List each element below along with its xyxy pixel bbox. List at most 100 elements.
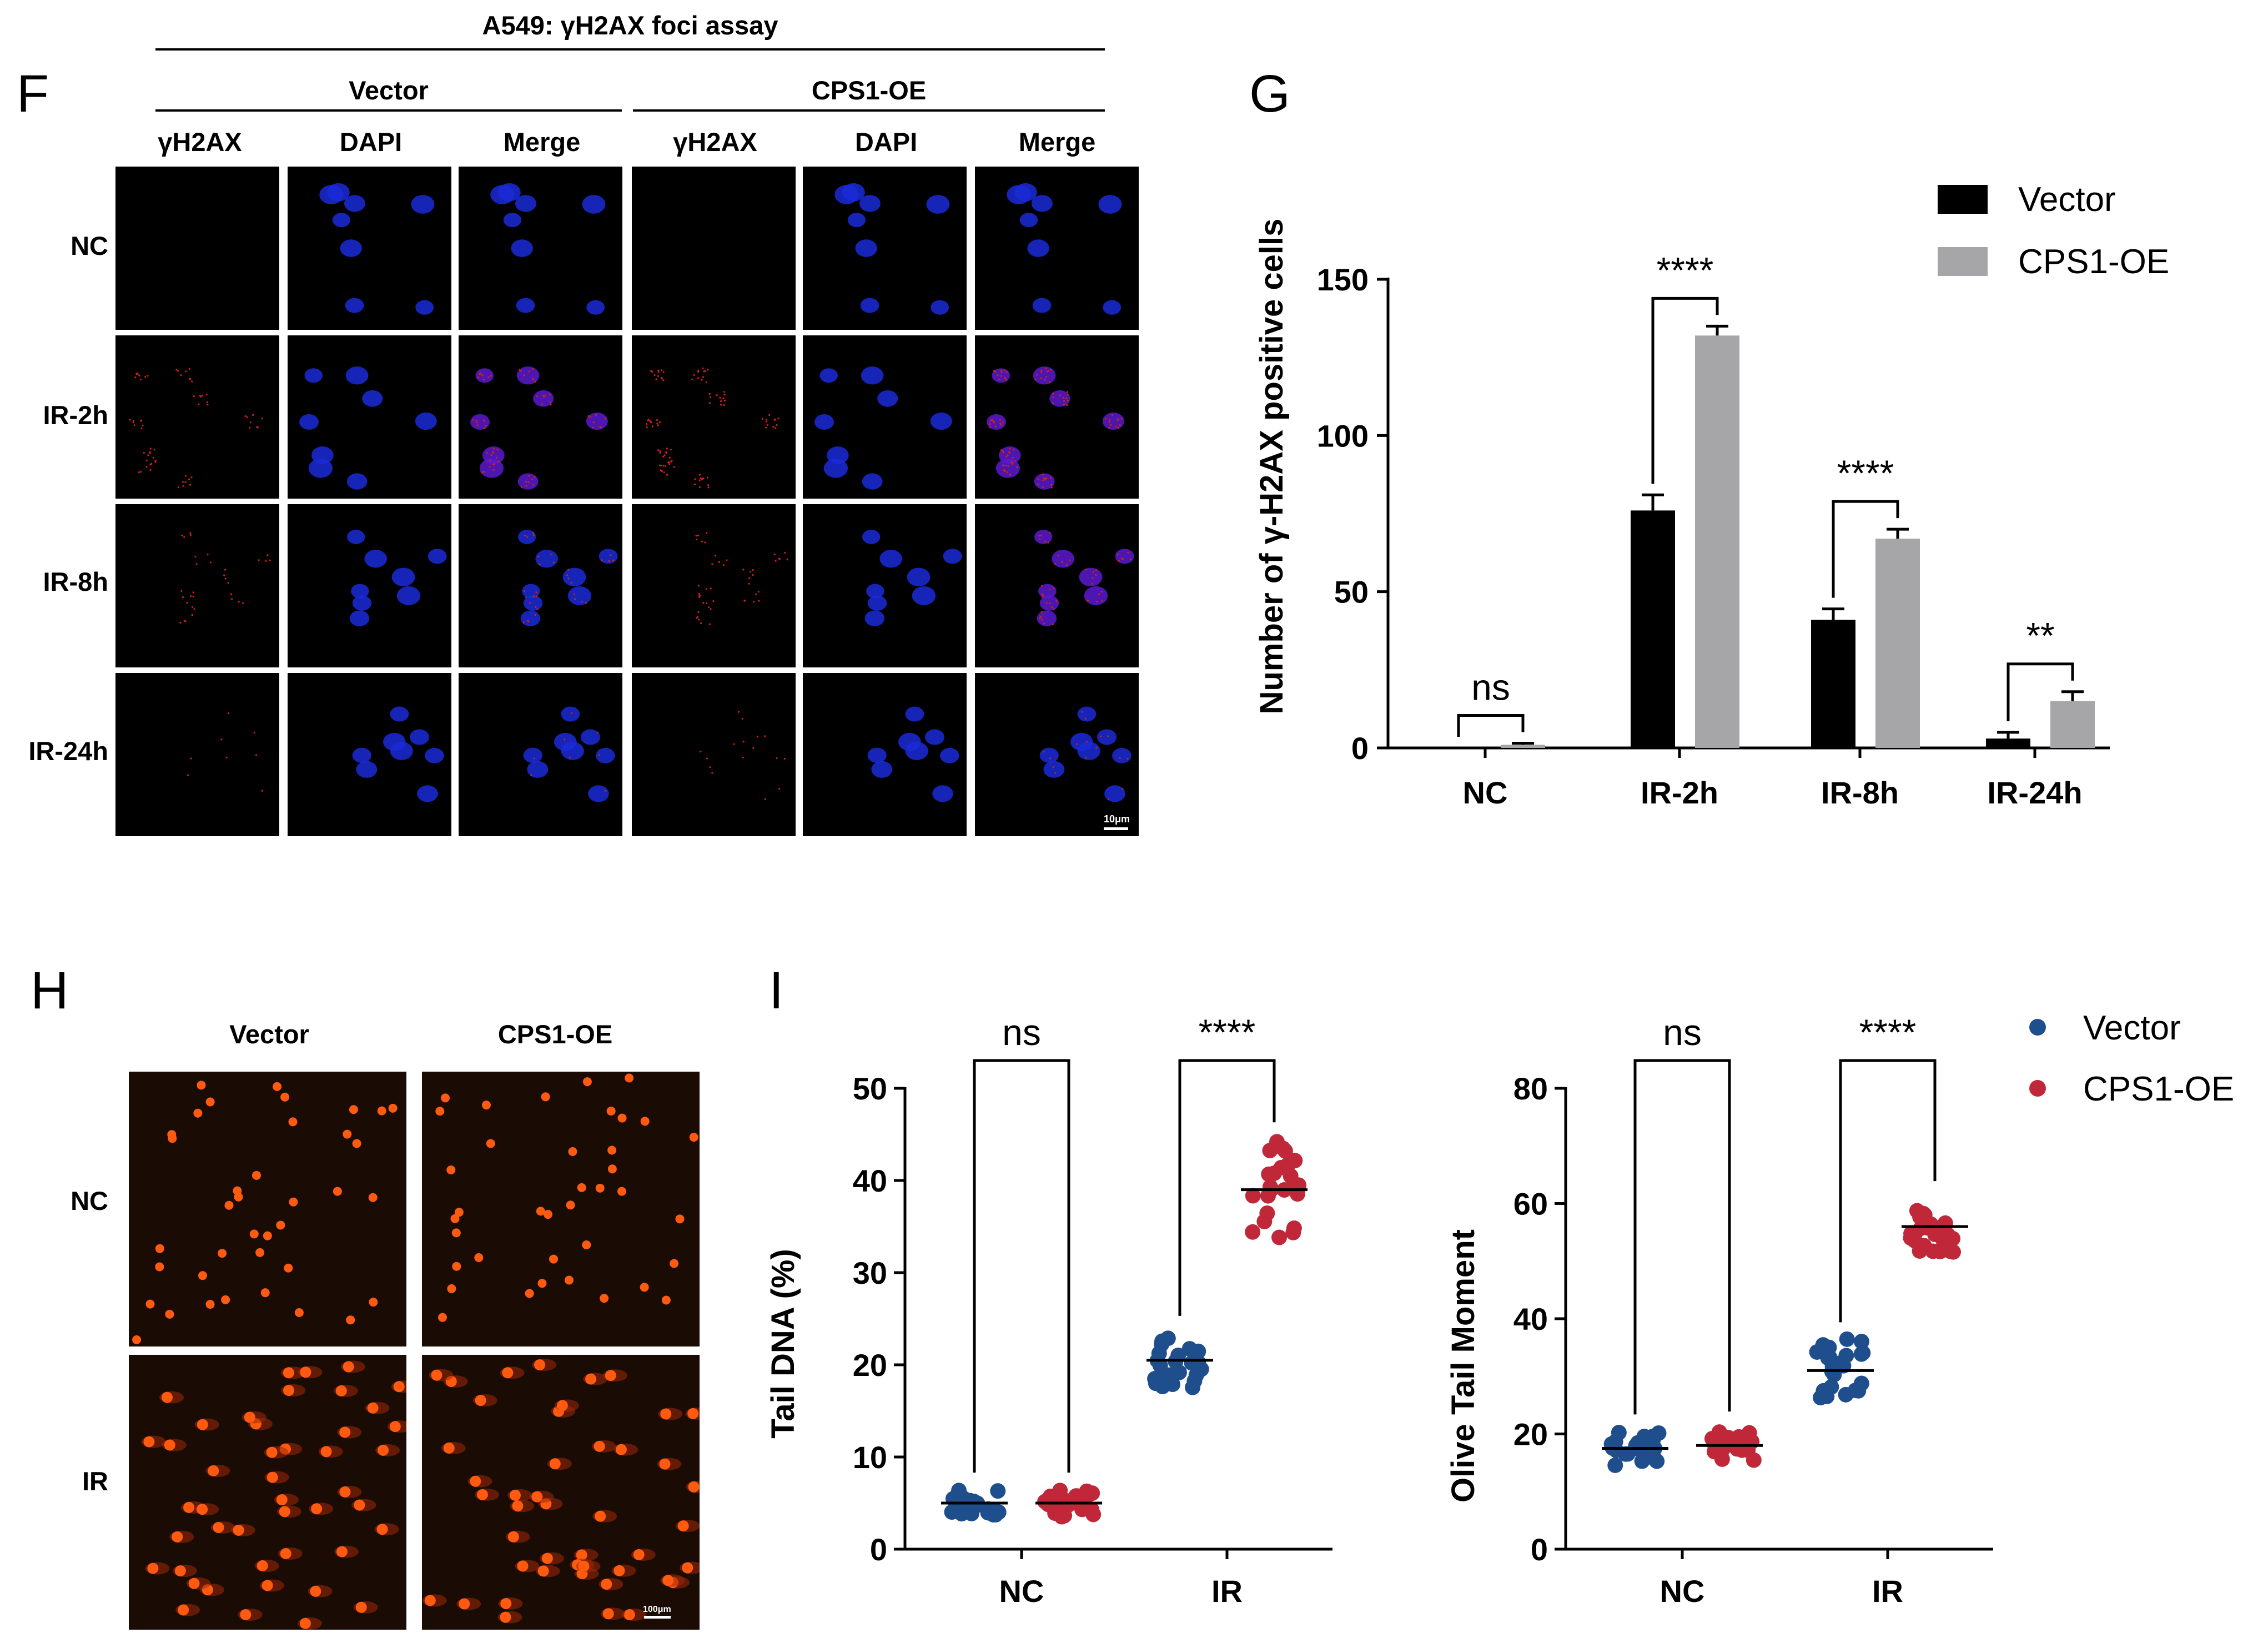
g-bar: [1501, 745, 1545, 748]
i-tick-label: 20: [853, 1348, 887, 1383]
i-data-point: [1853, 1375, 1869, 1391]
comet-col-label-cps1: CPS1-OE: [497, 1019, 613, 1049]
comet-image: [129, 1072, 406, 1346]
g-tick-label: 100: [1317, 418, 1369, 453]
channel-label-dapi-1: DAPI: [339, 127, 403, 157]
i-data-point: [1261, 1166, 1277, 1182]
i-data-point: [1161, 1367, 1178, 1383]
micrograph-tile: [975, 335, 1139, 499]
g-category-label: IR-8h: [1821, 775, 1899, 810]
i-right-y-axis-label: Olive Tail Moment: [1445, 1229, 1481, 1503]
i-legend-label-cps1: CPS1-OE: [2083, 1070, 2234, 1108]
g-significance-label: ns: [1471, 667, 1510, 708]
channel-label-merge-1: Merge: [503, 127, 581, 157]
i-data-point: [1630, 1435, 1646, 1451]
i-data-point: [1245, 1188, 1261, 1204]
channel-label-dapi-2: DAPI: [854, 127, 918, 157]
g-significance-bracket: [1651, 297, 1719, 484]
scale-bar-label-h: 100μm: [643, 1605, 671, 1614]
micrograph-tile: [288, 504, 451, 667]
i-data-point: [1934, 1225, 1950, 1241]
i-data-point: [1054, 1509, 1070, 1525]
comet-row-label-nc: NC: [71, 1186, 108, 1215]
title-rule: [155, 48, 1105, 51]
foci-assay-title: A549: γH2AX foci assay: [482, 11, 778, 40]
g-bar: [1631, 510, 1675, 748]
micrograph-tile: [803, 167, 967, 330]
row-label-nc: NC: [71, 231, 108, 260]
g-bars: NC ns IR-2h **** IR-8h **** IR-24h **: [1447, 249, 2095, 810]
i-data-point: [1147, 1371, 1163, 1387]
i-significance-label: ns: [1002, 1012, 1041, 1053]
panel-i-scatter-charts: Tail DNA (%) Olive Tail Moment 0 10 20 30 40…: [765, 1009, 2234, 1609]
i-data-point: [1286, 1220, 1302, 1236]
micrograph-tile: [803, 335, 967, 499]
i-tick-label: 50: [853, 1071, 887, 1106]
i-significance-bracket: [1178, 1059, 1276, 1316]
panel-letter-g: G: [1249, 64, 1290, 123]
comet-image: [422, 1072, 700, 1346]
scale-bar-h: [644, 1616, 671, 1619]
legend-label-vector: Vector: [2018, 180, 2116, 219]
i-data-point: [1912, 1243, 1928, 1259]
i-category-label: IR: [1211, 1574, 1243, 1609]
i-significance-label: ****: [1859, 1012, 1917, 1053]
i-data-point: [1193, 1361, 1209, 1377]
micrograph-tile: [803, 673, 967, 836]
g-y-axis-label: Number of γ-H2AX positive cells: [1254, 219, 1290, 715]
micrograph-tile: [115, 335, 279, 499]
i-data-point: [1085, 1506, 1102, 1523]
micrograph-tile: [115, 504, 279, 667]
i-right-plot: 0 20 40 60 80 NC ns IR ****: [1513, 1012, 1993, 1609]
panel-letter-i: I: [769, 961, 784, 1020]
i-tick-label: 60: [1513, 1187, 1548, 1222]
g-category-label: IR-24h: [1987, 775, 2082, 810]
i-tick-label: 10: [853, 1440, 887, 1475]
row-label-ir-8h: IR-8h: [43, 567, 109, 596]
i-data-point: [1942, 1243, 1958, 1259]
g-significance-label: ****: [1657, 249, 1714, 290]
i-data-point: [1151, 1345, 1167, 1361]
scale-bar-label-f: 10μm: [1104, 813, 1130, 825]
i-tick-label: 80: [1513, 1071, 1548, 1106]
g-tick-label: 150: [1317, 262, 1369, 297]
i-data-point: [1271, 1229, 1288, 1245]
legend-label-cps1: CPS1-OE: [2018, 243, 2169, 281]
i-data-point: [985, 1503, 1002, 1519]
panel-letter-f: F: [17, 64, 49, 123]
micrograph-tile: [459, 504, 622, 667]
micrograph-tile: [288, 673, 451, 836]
i-data-point: [1152, 1358, 1168, 1374]
micrograph-tile: [459, 673, 622, 836]
channel-label-h2ax-1: γH2AX: [158, 127, 242, 157]
vector-group-rule: [155, 109, 622, 112]
row-label-ir-2h: IR-2h: [43, 400, 109, 430]
micrograph-tile: [975, 504, 1139, 667]
scale-bar-f: [1104, 827, 1128, 830]
comet-row-label-ir: IR: [82, 1466, 108, 1496]
i-data-point: [1245, 1224, 1261, 1240]
i-data-point: [1647, 1451, 1663, 1468]
micrograph-tile: [288, 335, 451, 499]
micrograph-tile: [459, 335, 622, 499]
i-significance-label: ns: [1663, 1012, 1702, 1053]
i-significance-bracket: [1633, 1059, 1731, 1415]
micrograph-tile: [975, 673, 1139, 836]
comet-image: [129, 1355, 406, 1630]
g-category-label: IR-2h: [1641, 775, 1718, 810]
i-data-point: [1058, 1493, 1074, 1509]
i-data-point: [1915, 1205, 1932, 1222]
g-significance-label: **: [2026, 615, 2054, 656]
row-label-ir-24h: IR-24h: [28, 736, 108, 766]
g-y-ticks: 0 50 100 150: [1317, 262, 1388, 766]
g-significance-bracket: [2006, 662, 2074, 721]
i-data-point: [1283, 1168, 1299, 1184]
i-data-point: [1611, 1425, 1627, 1441]
i-data-point: [1037, 1494, 1053, 1510]
comet-col-label-vector: Vector: [229, 1019, 309, 1049]
i-tick-label: 0: [870, 1532, 887, 1567]
micrograph-tile: [632, 673, 796, 836]
i-data-point: [1853, 1334, 1869, 1350]
comet-image: [422, 1355, 700, 1630]
micrograph-tile: [632, 335, 796, 499]
